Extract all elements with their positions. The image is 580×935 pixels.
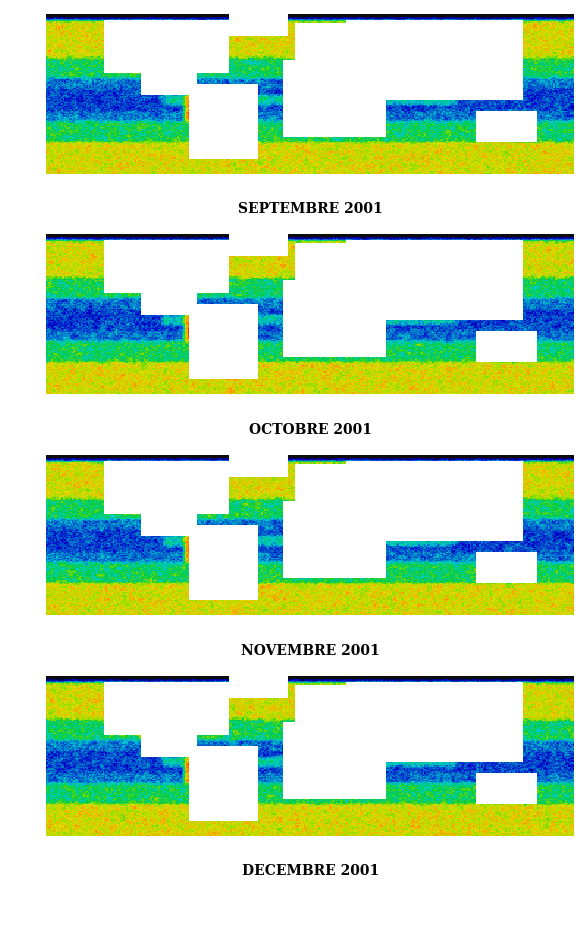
Text: SEPTEMBRE 2001: SEPTEMBRE 2001 bbox=[238, 203, 383, 216]
Text: NOVEMBRE 2001: NOVEMBRE 2001 bbox=[241, 644, 380, 657]
Text: OCTOBRE 2001: OCTOBRE 2001 bbox=[249, 424, 372, 437]
Text: DECEMBRE 2001: DECEMBRE 2001 bbox=[242, 865, 379, 878]
